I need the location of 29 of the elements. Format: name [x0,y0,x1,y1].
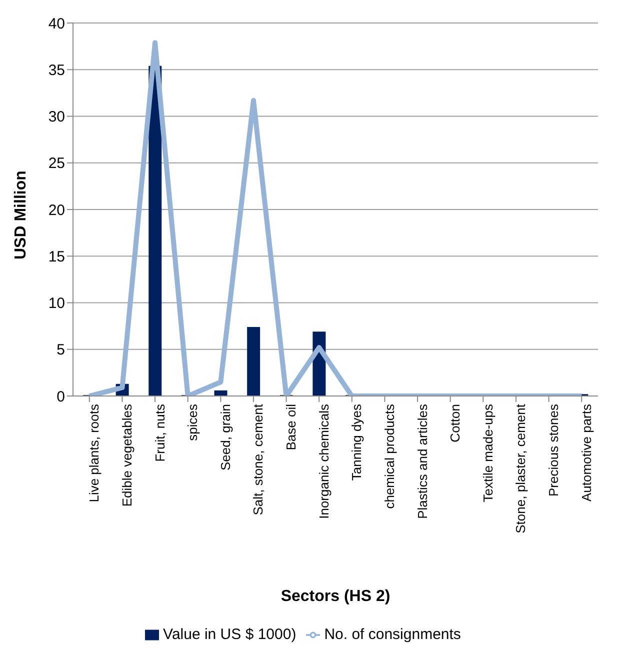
y-tick-label: 25 [48,155,65,172]
x-tick-label: Automotive parts [578,404,594,502]
x-tick-label: Fruit, nuts [152,404,168,462]
x-tick-label: Cotton [448,404,463,442]
y-tick-label: 15 [48,248,65,266]
x-tick-label: chemical products [382,404,397,509]
x-tick-label: Edible vegetables [119,404,134,507]
y-tick-label: 40 [48,15,65,32]
x-tick-label: Base oil [284,404,299,450]
x-tick-label: Stone, plaster, cement [513,404,528,534]
y-tick-label: 30 [48,108,65,126]
x-tick-label: Plastics and articles [414,404,430,519]
x-tick-label: Live plants, roots [86,404,102,502]
y-tick-label: 35 [48,62,65,79]
x-tick-label: spices [185,404,200,441]
y-tick-label: 20 [48,202,65,219]
y-tick-label: 5 [56,342,65,359]
x-axis-title: Sectors (HS 2) [280,588,390,605]
y-tick-label: 0 [56,388,65,406]
legend-label: No. of consignments [324,626,461,643]
x-tick-label: Textile made-ups [480,404,496,502]
x-tick-label: Seed, grain [218,404,233,470]
x-tick-label: Precious stones [546,404,562,496]
x-tick-label: Inorganic chemicals [316,404,332,519]
y-tick-label: 10 [48,295,65,312]
x-tick-label: Salt, stone, cement [250,404,266,516]
legend-label: Value in US $ 1000) [163,626,296,643]
x-tick-label: Tanning dyes [349,404,364,481]
y-axis-title: USD Million [12,170,30,260]
